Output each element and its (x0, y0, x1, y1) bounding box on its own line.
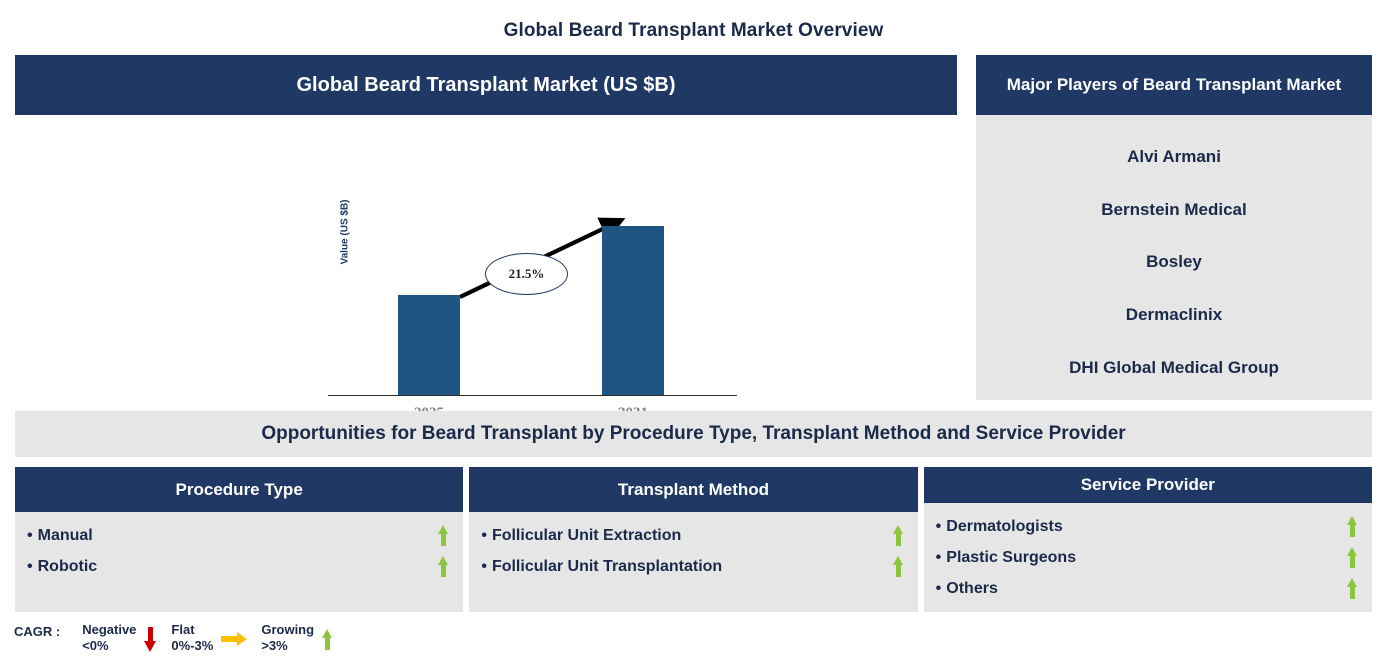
list-item: Alvi Armani (1127, 147, 1221, 167)
legend-range: <0% (82, 638, 109, 654)
market-chart-panel: Global Beard Transplant Market (US $B) V… (15, 55, 957, 457)
list-item: Bosley (1146, 252, 1202, 272)
segment-body: • Manual • Robotic (15, 512, 464, 612)
opportunities-banner: Opportunities for Beard Transplant by Pr… (15, 411, 1372, 457)
growth-arrow-icon (459, 217, 626, 299)
legend-entry-growing: Growing >3% (261, 622, 341, 656)
segment-columns: Procedure Type • Manual • Robotic Transp… (15, 467, 1372, 612)
segment-item-label: Dermatologists (946, 517, 1063, 535)
up-arrow-green-icon (438, 556, 449, 577)
list-item: Dermaclinix (1125, 305, 1223, 325)
cagr-callout-bubble: 21.5% (485, 253, 568, 295)
list-item: Bernstein Medical (1101, 199, 1247, 219)
legend-name: Growing (261, 622, 315, 637)
bar-2025 (398, 295, 460, 395)
segment-header: Procedure Type (15, 467, 464, 512)
cagr-legend: CAGR : Negative <0% Flat 0%-3% Growing >… (14, 622, 347, 656)
chart-plot-area: Value (US $B) 21.5% 2025 2031 Source : L… (15, 115, 957, 457)
up-arrow-green-icon (892, 525, 904, 546)
legend-range: >3% (261, 638, 288, 654)
players-panel-header: Major Players of Beard Transplant Market (976, 55, 1372, 115)
chart-panel-header: Global Beard Transplant Market (US $B) (15, 55, 957, 115)
legend-entry-flat: Flat 0%-3% (171, 622, 255, 656)
up-arrow-green-icon (1346, 516, 1358, 537)
bullet-icon: • (935, 517, 942, 535)
segment-column-transplant-method: Transplant Method • Follicular Unit Extr… (469, 467, 918, 612)
segment-header: Service Provider (923, 467, 1372, 503)
cagr-value: 21.5% (508, 266, 545, 281)
bullet-icon: • (27, 557, 33, 575)
legend-entry-negative: Negative <0% (82, 622, 165, 656)
segment-header: Transplant Method (469, 467, 918, 512)
up-arrow-green-icon (1346, 578, 1358, 599)
right-arrow-yellow-icon (221, 632, 248, 646)
segment-column-service-provider: Service Provider • Dermatologists • Plas… (923, 467, 1372, 612)
list-item: • Follicular Unit Extraction (481, 520, 903, 551)
segment-item-label: Manual (37, 526, 93, 544)
page-title: Global Beard Transplant Market Overview (503, 20, 884, 41)
up-arrow-green-icon (892, 556, 904, 577)
segment-column-procedure-type: Procedure Type • Manual • Robotic (15, 467, 464, 612)
major-players-panel: Major Players of Beard Transplant Market… (976, 55, 1372, 400)
bullet-icon: • (481, 526, 487, 544)
segment-item-label: Plastic Surgeons (946, 548, 1077, 566)
up-arrow-green-icon (1346, 547, 1358, 568)
bullet-icon: • (935, 579, 942, 597)
players-list: Alvi Armani Bernstein Medical Bosley Der… (976, 115, 1372, 400)
legend-name: Flat (171, 622, 195, 637)
bullet-icon: • (481, 557, 487, 575)
segment-item-label: Follicular Unit Extraction (491, 526, 682, 544)
bullet-icon: • (935, 548, 942, 566)
segment-body: • Dermatologists • Plastic Surgeons • Ot… (923, 503, 1372, 612)
list-item: • Follicular Unit Transplantation (481, 551, 903, 582)
legend-range: 0%-3% (171, 638, 214, 654)
segment-body: • Follicular Unit Extraction • Follicula… (469, 512, 918, 612)
segment-item-label: Robotic (37, 557, 98, 575)
list-item: • Dermatologists (936, 511, 1358, 542)
x-axis-line (328, 395, 737, 396)
up-arrow-green-icon (322, 628, 333, 650)
bullet-icon: • (27, 526, 33, 544)
segment-item-label: Others (946, 579, 998, 597)
segment-item-label: Follicular Unit Transplantation (491, 557, 723, 575)
list-item: • Others (936, 573, 1358, 604)
up-arrow-green-icon (438, 525, 449, 546)
bar-2031 (602, 226, 664, 395)
cagr-legend-title: CAGR : (14, 624, 61, 639)
list-item: • Manual (27, 520, 449, 551)
list-item: DHI Global Medical Group (1069, 357, 1279, 377)
legend-name: Negative (82, 622, 137, 637)
down-arrow-red-icon (144, 626, 157, 652)
list-item: • Plastic Surgeons (936, 542, 1358, 573)
list-item: • Robotic (27, 551, 449, 582)
